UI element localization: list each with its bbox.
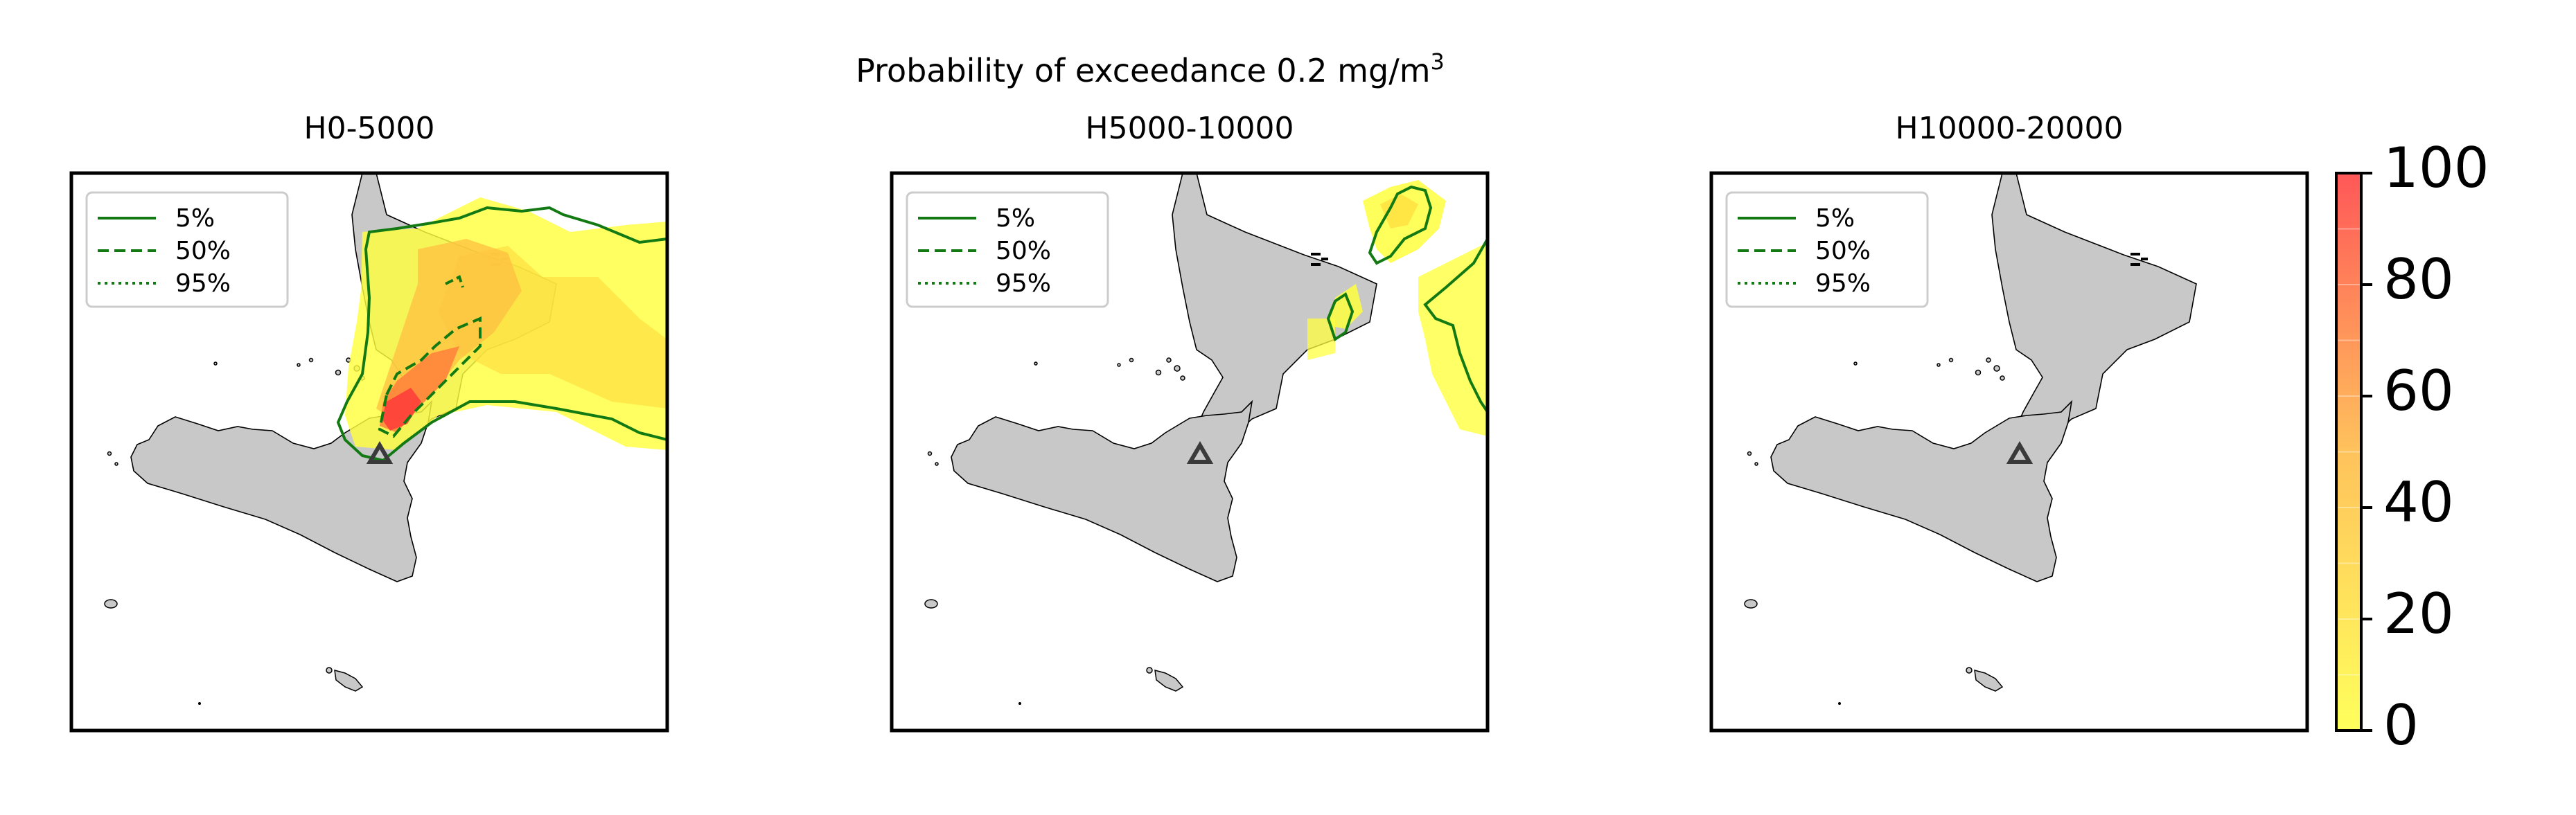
map-panel-h10000-20000: H10000-20000 5% 50% 95% (1711, 111, 2307, 731)
legend-label-5: 5% (175, 204, 215, 233)
legend: 5% 50% 95% (87, 192, 288, 307)
legend-label-95: 95% (1815, 269, 1871, 298)
colorbar-tick-label: 80 (2383, 247, 2454, 312)
panel-title: H10000-20000 (1896, 111, 2124, 146)
legend-label-95: 95% (175, 269, 231, 298)
colorbar-tick-label: 100 (2383, 136, 2489, 200)
colorbar: 0 20 40 60 80 100 (2336, 136, 2489, 758)
colorbar-tick-label: 20 (2383, 582, 2454, 646)
colorbar-tick-label: 60 (2383, 359, 2454, 423)
map-canvas: 5% 50% 95% (907, 173, 1488, 705)
map-panel-h0-5000: H0-5000 5% 50% (71, 111, 667, 731)
legend: 5% 50% 95% (1727, 192, 1927, 307)
colorbar-tick-label: 40 (2383, 470, 2454, 535)
legend-label-50: 50% (1815, 237, 1871, 265)
legend-label-50: 50% (175, 237, 231, 265)
panel-title: H0-5000 (304, 111, 435, 146)
legend-label-5: 5% (996, 204, 1035, 233)
legend-label-95: 95% (996, 269, 1051, 298)
map-canvas: 5% 50% 95% (87, 173, 667, 705)
colorbar-tick-label: 0 (2383, 693, 2419, 758)
legend-label-50: 50% (996, 237, 1051, 265)
legend-label-5: 5% (1815, 204, 1855, 233)
suptitle-superscript: 3 (1431, 48, 1445, 75)
legend: 5% 50% 95% (907, 192, 1108, 307)
map-canvas: 5% 50% 95% (1727, 173, 2196, 705)
colorbar-ticks (2361, 173, 2372, 731)
panel-title: H5000-10000 (1086, 111, 1294, 146)
probability-field (1307, 180, 1488, 436)
figure-suptitle: Probability of exceedance 0.2 mg/m3 (856, 48, 1445, 89)
map-panel-h5000-10000: H5000-10000 5% 50% (892, 111, 1488, 731)
